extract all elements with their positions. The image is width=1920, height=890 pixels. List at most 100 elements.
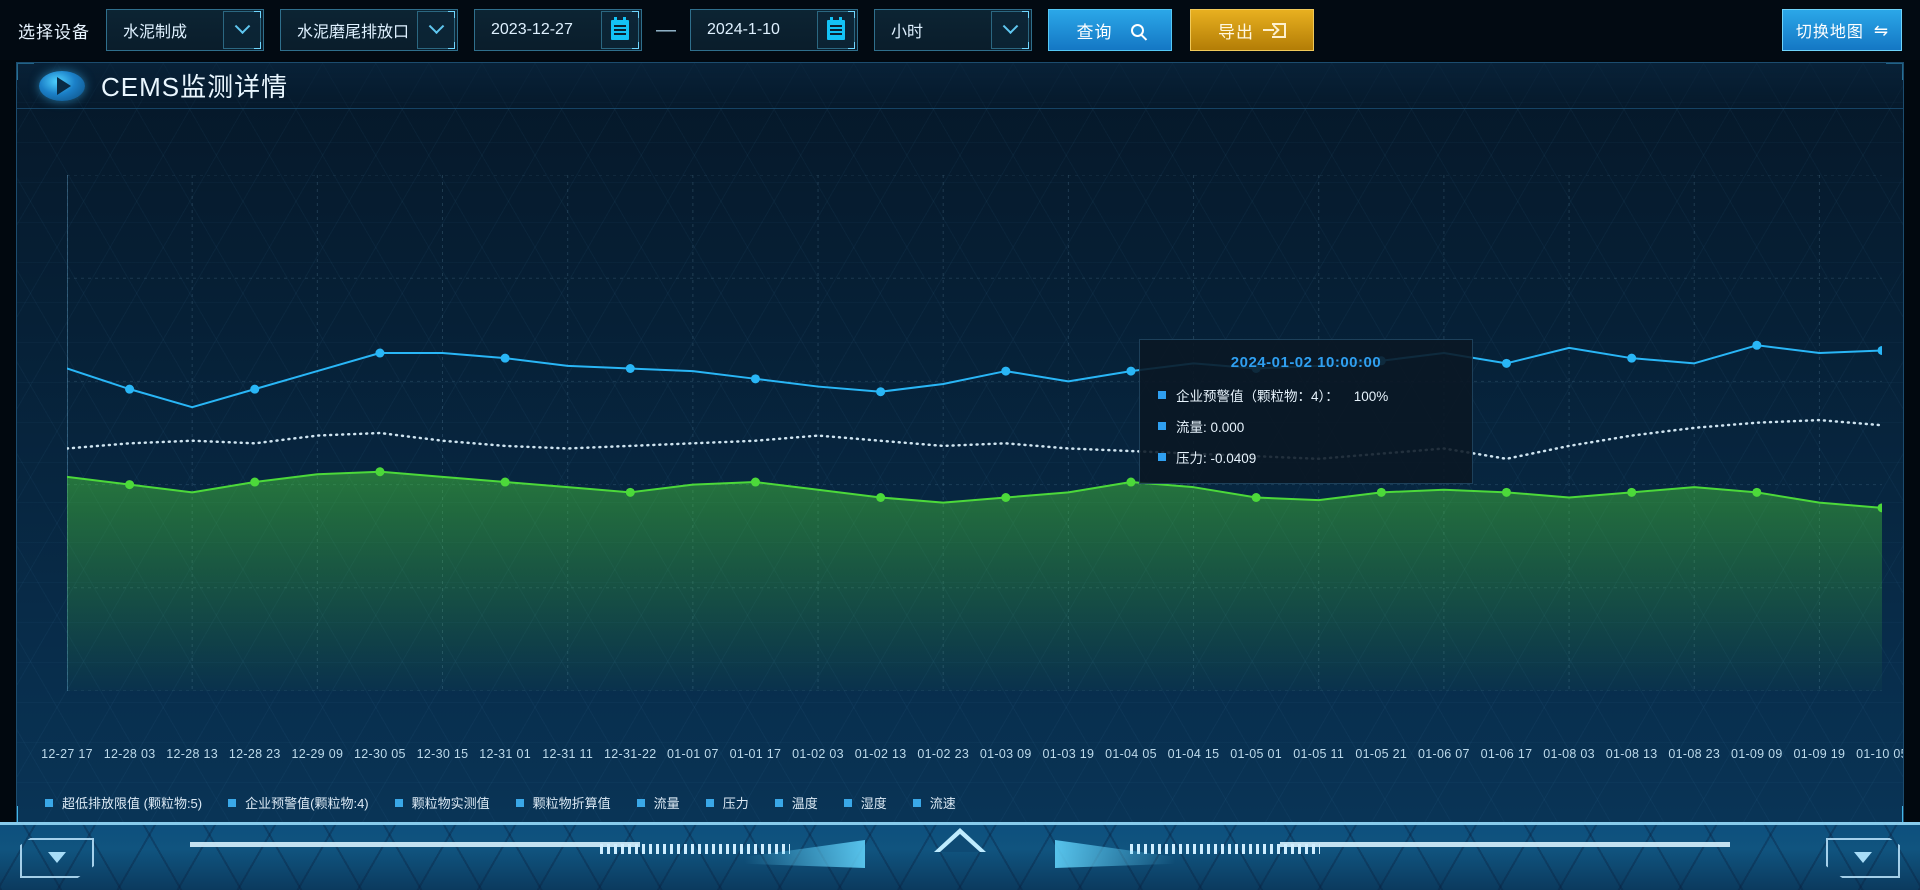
port-select-value: 水泥磨尾排放口 bbox=[297, 24, 410, 41]
switch-map-button[interactable]: 切换地图 ⇋ bbox=[1782, 9, 1902, 51]
hud-dash-right bbox=[1130, 844, 1320, 854]
calendar-icon[interactable] bbox=[601, 11, 639, 49]
legend-label: 颗粒物折算值 bbox=[532, 796, 611, 811]
hud-bar-right bbox=[1280, 842, 1730, 847]
chevron-down-icon[interactable] bbox=[991, 11, 1029, 49]
legend-item[interactable]: 超低排放限值 (颗粒物:5) bbox=[45, 793, 202, 812]
chart-data-point[interactable] bbox=[1126, 366, 1136, 376]
chart-data-point[interactable] bbox=[1627, 353, 1637, 363]
chart-plot[interactable] bbox=[67, 175, 1882, 691]
chart-data-point[interactable] bbox=[1376, 487, 1386, 497]
chart-data-point[interactable] bbox=[125, 480, 135, 490]
x-axis-tick-label: 01-09 19 bbox=[1793, 747, 1846, 761]
x-axis-tick-label: 12-28 23 bbox=[228, 747, 281, 761]
start-date-value: 2023-12-27 bbox=[491, 21, 573, 38]
chart-data-point[interactable] bbox=[1627, 487, 1637, 497]
device-select[interactable]: 水泥制成 bbox=[106, 9, 264, 51]
switch-map-label: 切换地图 bbox=[1795, 24, 1864, 41]
tooltip-row-text: 企业预警值（颗粒物：4）： 100% bbox=[1176, 389, 1389, 404]
chart-data-point[interactable] bbox=[876, 493, 886, 502]
hud-triangle-left bbox=[48, 852, 66, 863]
legend-label: 流速 bbox=[929, 796, 956, 811]
chart-data-point[interactable] bbox=[1251, 493, 1261, 502]
chart-data-point[interactable] bbox=[1752, 340, 1762, 350]
legend-item[interactable]: 企业预警值(颗粒物:4) bbox=[228, 793, 369, 812]
chart-data-point[interactable] bbox=[500, 477, 510, 487]
chart-data-point[interactable] bbox=[1877, 345, 1883, 355]
tooltip-series-swatch bbox=[1158, 391, 1166, 399]
bottom-hud-decoration bbox=[0, 822, 1920, 890]
chart-data-point[interactable] bbox=[625, 364, 635, 373]
chart-area: 12-27 17 12-28 03 12-28 13 12-28 23 12-29 09… bbox=[17, 109, 1903, 823]
chart-data-point[interactable] bbox=[625, 487, 635, 497]
legend-label: 超低排放限值 (颗粒物:5) bbox=[62, 796, 203, 811]
chart-tooltip: 2024-01-02 10:00:00 企业预警值（颗粒物：4）： 100% 流量… bbox=[1139, 339, 1473, 484]
legend-label: 颗粒物实测值 bbox=[411, 796, 490, 811]
interval-select-value: 小时 bbox=[891, 24, 924, 41]
x-axis-tick-label: 01-06 17 bbox=[1480, 747, 1533, 761]
chart-data-point[interactable] bbox=[1126, 477, 1136, 487]
x-axis-tick-label: 01-04 15 bbox=[1167, 747, 1220, 761]
chart-data-point[interactable] bbox=[1501, 487, 1511, 497]
legend-item[interactable]: 颗粒物折算值 bbox=[515, 793, 611, 812]
hud-dash-left bbox=[600, 844, 790, 854]
chart-data-point[interactable] bbox=[1752, 487, 1762, 497]
chart-data-point[interactable] bbox=[1877, 503, 1883, 513]
chart-data-point[interactable] bbox=[750, 477, 760, 487]
tooltip-rows: 企业预警值（颗粒物：4）： 100% 流量: 0.000 压力: -0.0409 bbox=[1158, 385, 1454, 467]
chart-series-line bbox=[67, 344, 1882, 409]
legend-item[interactable]: 湿度 bbox=[843, 793, 887, 812]
x-axis-tick-label: 01-08 13 bbox=[1605, 747, 1658, 761]
x-axis-tick-label: 01-03 09 bbox=[979, 747, 1032, 761]
chart-data-point[interactable] bbox=[876, 387, 886, 397]
hud-triangle-right bbox=[1854, 852, 1872, 863]
chart-svg bbox=[67, 175, 1882, 691]
search-icon bbox=[1130, 23, 1144, 37]
legend-item[interactable]: 颗粒物实测值 bbox=[394, 793, 490, 812]
x-axis-tick-label: 12-28 03 bbox=[103, 747, 156, 761]
legend-label: 温度 bbox=[791, 796, 818, 811]
tooltip-timestamp: 2024-01-02 10:00:00 bbox=[1230, 354, 1382, 371]
start-date-input[interactable]: 2023-12-27 bbox=[474, 9, 642, 51]
x-axis-tick-label: 01-02 13 bbox=[854, 747, 907, 761]
x-axis-tick-label: 01-02 03 bbox=[792, 747, 844, 761]
end-date-input[interactable]: 2024-1-10 bbox=[690, 9, 858, 51]
interval-select[interactable]: 小时 bbox=[874, 9, 1032, 51]
calendar-icon[interactable] bbox=[817, 11, 855, 49]
chart-data-point[interactable] bbox=[1001, 366, 1011, 376]
chart-data-point[interactable] bbox=[375, 467, 385, 477]
chart-data-point[interactable] bbox=[750, 374, 760, 384]
top-toolbar: 选择设备 水泥制成 水泥磨尾排放口 2023-12-27 — 2024-1-10… bbox=[0, 0, 1920, 60]
chart-x-axis: 12-27 17 12-28 03 12-28 13 12-28 23 12-29 09… bbox=[17, 747, 1903, 767]
chart-data-point[interactable] bbox=[1001, 493, 1011, 502]
chevron-down-icon[interactable] bbox=[417, 11, 455, 49]
chart-data-point[interactable] bbox=[125, 384, 135, 394]
x-axis-tick-label: 01-08 03 bbox=[1543, 747, 1595, 761]
chart-data-point[interactable] bbox=[250, 384, 260, 394]
export-button[interactable]: 导出 bbox=[1190, 9, 1314, 51]
device-select-label: 选择设备 bbox=[18, 22, 90, 42]
chart-data-point[interactable] bbox=[250, 477, 260, 487]
legend-item[interactable]: 压力 bbox=[705, 793, 749, 812]
page-title: CEMS监测详情 bbox=[101, 72, 289, 102]
chevron-down-icon[interactable] bbox=[223, 11, 261, 49]
legend-swatch bbox=[843, 798, 852, 807]
legend-swatch bbox=[515, 798, 524, 807]
port-select[interactable]: 水泥磨尾排放口 bbox=[280, 9, 458, 51]
legend-item[interactable]: 流量 bbox=[636, 793, 680, 812]
tooltip-row-text: 压力: -0.0409 bbox=[1176, 451, 1257, 466]
play-icon bbox=[39, 70, 85, 101]
query-button[interactable]: 查询 bbox=[1048, 9, 1172, 51]
legend-swatch bbox=[705, 798, 714, 807]
x-axis-tick-label: 12-27 17 bbox=[41, 747, 93, 761]
legend-item[interactable]: 流速 bbox=[912, 793, 956, 812]
hud-center-peak-inner bbox=[940, 834, 980, 852]
chart-data-point[interactable] bbox=[1501, 358, 1511, 368]
hud-top-line bbox=[0, 822, 1920, 825]
legend-label: 企业预警值(颗粒物:4) bbox=[245, 796, 369, 811]
chart-data-point[interactable] bbox=[375, 348, 385, 358]
cems-detail-panel: CEMS监测详情 12-27 17 12-28 03 12-28 13 12-28 2… bbox=[16, 62, 1904, 824]
legend-item[interactable]: 温度 bbox=[774, 793, 818, 812]
chart-data-point[interactable] bbox=[500, 353, 510, 363]
chart-legend[interactable]: 超低排放限值 (颗粒物:5) 企业预警值(颗粒物:4) 颗粒物实测值 颗粒物折算值 流量… bbox=[45, 793, 982, 812]
